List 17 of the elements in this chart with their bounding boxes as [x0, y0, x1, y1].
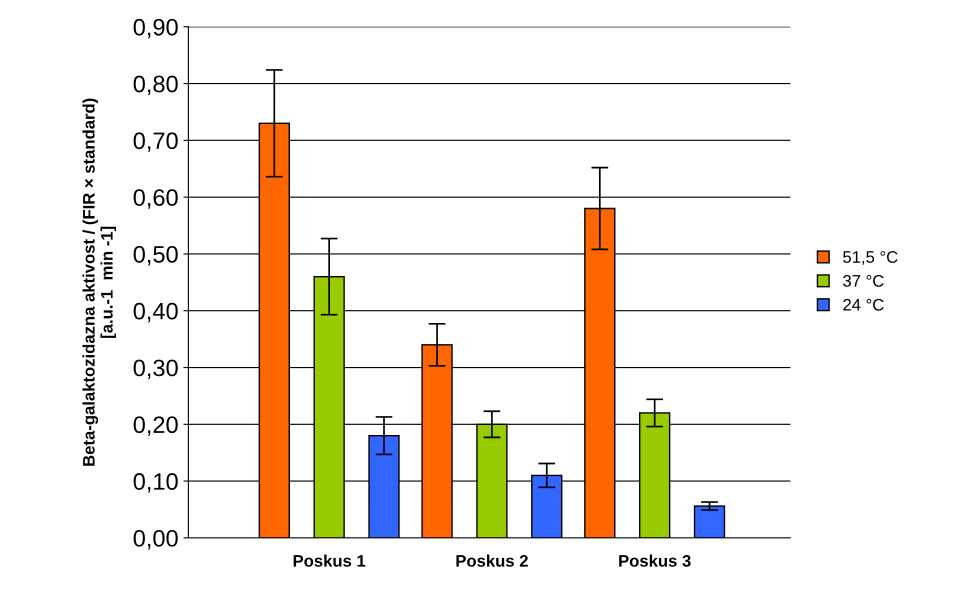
legend-label: 51,5 °C	[843, 251, 898, 265]
y-tick-label: 0,60	[134, 189, 178, 209]
y-tick-label: 0,80	[134, 76, 178, 96]
x-tick-label: Poskus 3	[619, 554, 691, 567]
y-tick-label: 0,70	[134, 132, 178, 152]
y-tick-label: 0,40	[134, 302, 178, 322]
y-axis-title: Beta-galaktozidazna aktivost / (FIR × standard) [a.u.-1 min -1]	[82, 98, 116, 466]
x-tick-label: Poskus 2	[456, 554, 528, 567]
legend-label: 24 °C	[843, 298, 884, 311]
y-tick-label: 0,50	[134, 246, 178, 266]
x-tick-label: Poskus 1	[294, 554, 366, 567]
y-tick-label: 0,00	[134, 530, 178, 550]
legend-label: 37 °C	[843, 275, 884, 287]
y-tick-label: 0,20	[134, 416, 178, 436]
y-tick-label: 0,90	[134, 18, 178, 38]
y-tick-label: 0,10	[134, 473, 178, 493]
y-tick-label: 0,30	[134, 360, 178, 380]
